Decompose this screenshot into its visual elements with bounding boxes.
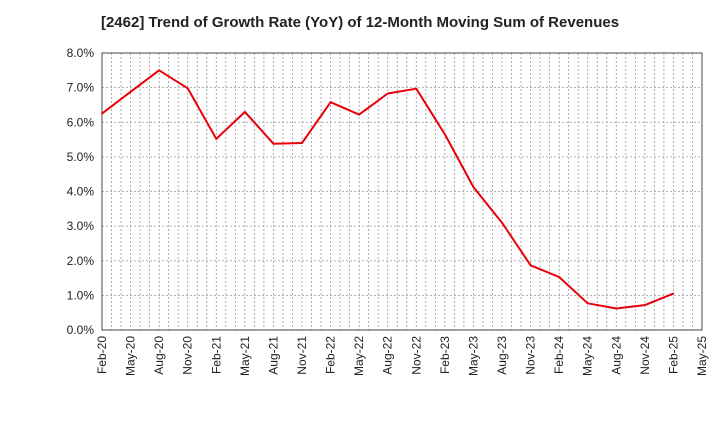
data-point (101, 112, 103, 115)
data-point (358, 113, 360, 116)
x-tick-label: Nov-23 (524, 336, 538, 375)
grid-lines (102, 53, 702, 330)
y-tick-label: 8.0% (67, 46, 95, 60)
x-tick-label: Nov-21 (295, 336, 309, 375)
data-point (644, 304, 646, 306)
x-tick-label: Nov-24 (638, 336, 652, 375)
chart-title: [2462] Trend of Growth Rate (YoY) of 12-… (100, 14, 620, 31)
y-tick-label: 0.0% (67, 323, 95, 337)
x-tick-label: May-20 (124, 336, 138, 376)
y-tick-label: 3.0% (67, 219, 95, 233)
y-axis: 0.0% 1.0% 2.0% 3.0% 4.0% 5.0% 6.0% 7.0% 8.0% (67, 46, 95, 337)
data-point (301, 142, 303, 144)
x-tick-label: Aug-23 (495, 336, 509, 375)
x-tick-label: Nov-22 (409, 336, 423, 375)
data-point (472, 186, 475, 188)
data-point (215, 138, 218, 140)
data-point (672, 292, 675, 295)
x-tick-label: Feb-21 (209, 336, 223, 374)
x-tick-label: May-24 (581, 336, 595, 376)
data-point (186, 87, 189, 90)
x-tick-label: May-23 (466, 336, 480, 376)
x-tick-label: Aug-20 (152, 336, 166, 375)
data-point (386, 92, 389, 95)
data-point (158, 69, 161, 72)
x-tick-label: May-25 (695, 336, 709, 376)
x-tick-label: Feb-23 (438, 336, 452, 374)
x-axis: Feb-20 May-20 Aug-20 Nov-20 Feb-21 May-21 Aug-… (95, 336, 709, 376)
data-point (244, 111, 246, 113)
data-point (415, 87, 418, 90)
data-point (501, 221, 503, 224)
data-point (272, 142, 275, 145)
x-tick-label: May-22 (352, 336, 366, 376)
x-tick-label: Aug-21 (266, 336, 280, 375)
series-group (101, 69, 675, 310)
data-point (444, 133, 446, 136)
x-tick-label: Feb-24 (552, 336, 566, 374)
x-tick-label: Feb-22 (324, 336, 338, 374)
data-point (558, 276, 560, 278)
data-point (329, 101, 332, 104)
data-point (129, 90, 132, 93)
data-point (615, 307, 618, 310)
plot-area (101, 52, 703, 331)
y-tick-label: 5.0% (67, 150, 95, 164)
y-tick-label: 1.0% (67, 288, 95, 302)
y-tick-label: 2.0% (67, 254, 95, 268)
x-tick-label: Aug-22 (381, 336, 395, 375)
y-tick-label: 6.0% (67, 115, 95, 129)
x-tick-label: Feb-25 (666, 336, 680, 374)
x-tick-label: Aug-24 (609, 336, 623, 375)
y-tick-label: 4.0% (67, 185, 95, 199)
x-tick-label: Nov-20 (181, 336, 195, 375)
data-point (586, 302, 589, 305)
data-point (529, 264, 532, 267)
x-tick-label: Feb-20 (95, 336, 109, 374)
y-tick-label: 7.0% (67, 81, 95, 95)
x-tick-label: May-21 (238, 336, 252, 376)
